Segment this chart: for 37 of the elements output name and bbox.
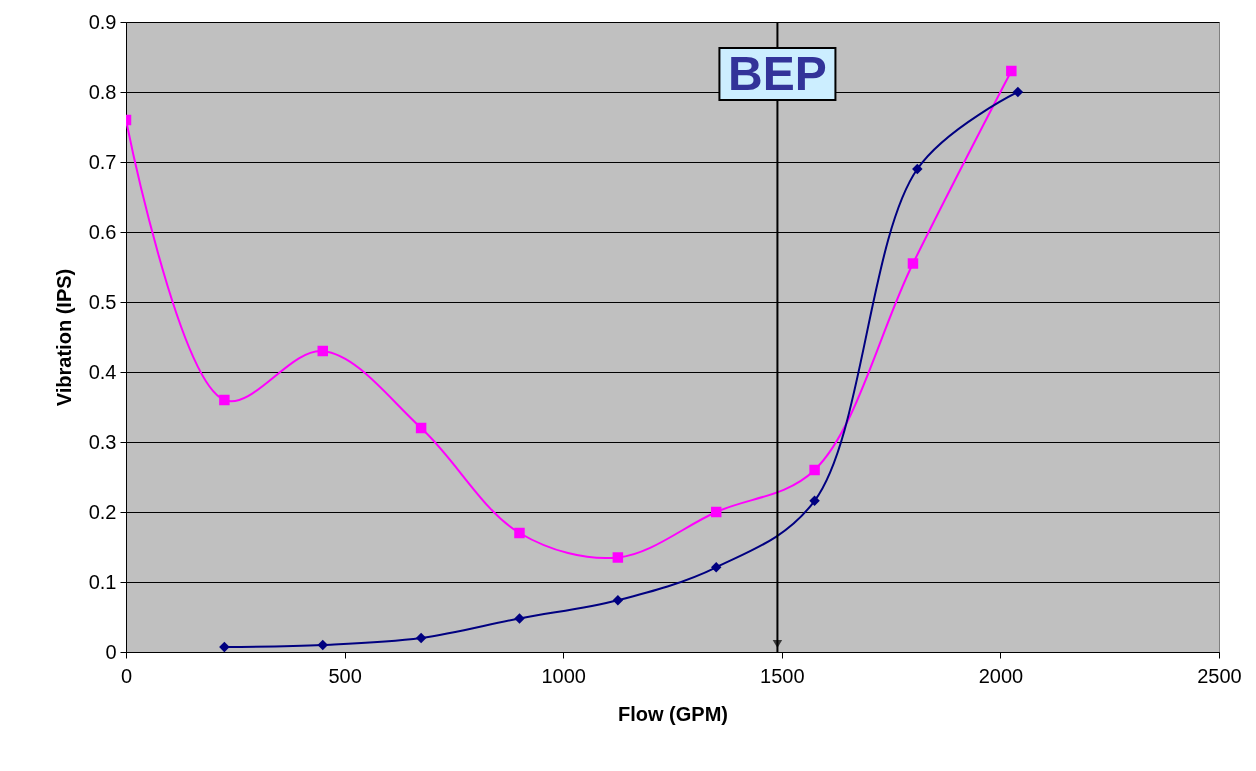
point — [710, 562, 722, 573]
y-tick-label: 0.2 — [88, 500, 117, 523]
point — [612, 552, 624, 563]
point — [710, 506, 722, 518]
y-tick-label: 0.8 — [88, 80, 117, 103]
point — [317, 345, 328, 357]
x-tick-label: 500 — [328, 664, 362, 687]
point — [415, 422, 427, 434]
y-tick-label: 0.1 — [88, 570, 117, 593]
point — [1006, 65, 1017, 77]
point — [317, 639, 328, 651]
ref-line-label: BEP — [728, 47, 827, 100]
y-tick-label: 0.7 — [88, 150, 117, 173]
point — [809, 495, 820, 507]
y-tick-label: 0.3 — [88, 430, 117, 453]
y-tick-label: 0 — [105, 640, 117, 663]
point — [612, 594, 624, 606]
x-tick-label: 1000 — [541, 664, 586, 687]
point — [514, 527, 525, 539]
y-tick-label: 0.5 — [88, 290, 117, 313]
y-axis-title: Vibration (IPS) — [52, 268, 75, 407]
y-tick-label: 0.4 — [88, 360, 117, 383]
point — [219, 641, 230, 652]
x-tick-label: 0 — [120, 664, 133, 687]
x-tick-label: 2500 — [1197, 664, 1242, 687]
point — [907, 258, 919, 269]
x-tick-label: 2000 — [978, 664, 1024, 687]
y-tick-label: 0.6 — [88, 220, 117, 243]
point — [912, 163, 923, 175]
x-axis-title: Flow (GPM) — [618, 702, 728, 725]
point — [809, 464, 820, 476]
point — [1012, 86, 1024, 98]
point — [415, 632, 427, 644]
x-tick-label: 1500 — [760, 664, 805, 687]
point — [514, 613, 525, 624]
y-tick-label: 0.9 — [88, 10, 117, 33]
point — [219, 394, 230, 406]
